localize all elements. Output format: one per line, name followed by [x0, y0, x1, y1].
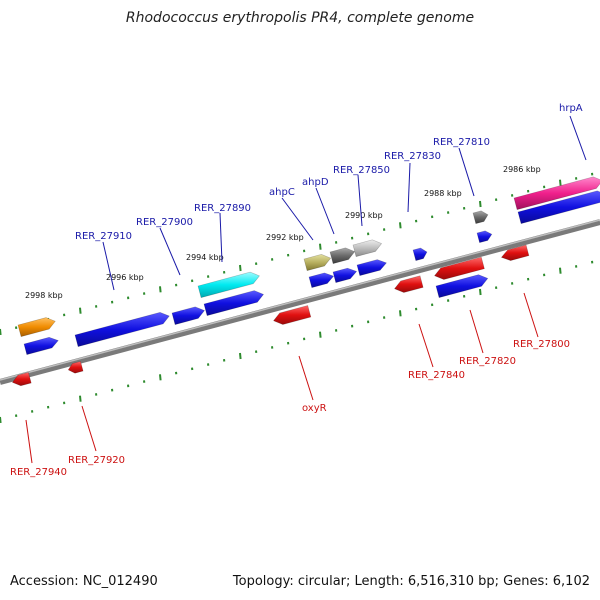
gene-arrow[interactable] [356, 259, 387, 276]
gene-arrow[interactable] [171, 306, 205, 325]
gene-arrow[interactable] [472, 210, 489, 224]
topology-text: Topology: circular; Length: 6,516,310 bp… [232, 574, 590, 589]
scale-tick [319, 331, 322, 338]
gene-label[interactable]: RER_27940 [10, 467, 67, 478]
scale-tick [399, 310, 402, 317]
scale-tick [319, 243, 322, 250]
reverse-leaders [25, 292, 539, 464]
gene-label[interactable]: RER_27830 [384, 151, 441, 162]
gene-arrow[interactable] [67, 361, 84, 374]
scale-tick [159, 374, 162, 381]
gene-label[interactable]: hrpA [559, 103, 583, 114]
gene-arrow[interactable] [273, 305, 312, 325]
gene-label[interactable]: ahpD [302, 177, 329, 188]
gene-label[interactable]: RER_27820 [459, 356, 516, 367]
gene-label[interactable]: RER_27800 [513, 339, 570, 350]
scale-tick [479, 200, 482, 208]
scale-tick [559, 267, 562, 274]
scale-label: 2990 kbp [345, 211, 383, 220]
gene-arrow[interactable] [412, 247, 428, 261]
gene-arrow[interactable] [332, 267, 358, 283]
gene-label[interactable]: RER_27900 [136, 217, 193, 228]
gene-arrow[interactable] [352, 239, 383, 257]
gene-arrow[interactable] [500, 244, 530, 261]
gene-arrow[interactable] [513, 176, 600, 210]
gene-arrow[interactable] [23, 336, 59, 355]
scale-label: 2998 kbp [25, 291, 63, 300]
gene-arrow[interactable] [476, 230, 493, 244]
forward-leaders [102, 115, 587, 291]
genome-backbone [0, 219, 600, 385]
gene-label[interactable]: RER_27920 [68, 455, 125, 466]
gene-arrow[interactable] [303, 254, 332, 271]
gene-label[interactable]: RER_27840 [408, 370, 465, 381]
scale-tick [399, 222, 402, 229]
gene-arrow[interactable] [435, 274, 489, 298]
genome-backbone-highlight [0, 219, 600, 381]
gene-arrow[interactable] [74, 312, 170, 347]
scale-tick [559, 179, 562, 186]
scale-tick [479, 288, 482, 296]
scale-tick [0, 328, 2, 336]
gene-arrow[interactable] [11, 371, 32, 387]
scale-tick [239, 264, 242, 272]
scale-label: 2988 kbp [424, 189, 462, 198]
gene-arrow[interactable] [197, 271, 260, 298]
gene-label[interactable]: ahpC [269, 187, 295, 198]
accession-text: Accession: NC_012490 [10, 574, 158, 589]
gene-arrow[interactable] [203, 290, 265, 316]
scale-tick [0, 416, 2, 424]
gene-label[interactable]: RER_27890 [194, 203, 251, 214]
scale-label: 2986 kbp [503, 165, 541, 174]
reverse-tick-row [0, 260, 594, 424]
map-title: Rhodococcus erythropolis PR4, complete g… [125, 10, 475, 26]
forward-tick-row [0, 172, 594, 336]
scale-tick [239, 352, 242, 360]
gene-label[interactable]: RER_27810 [433, 137, 490, 148]
scale-label: 2996 kbp [106, 273, 144, 282]
gene-arrow[interactable] [17, 317, 56, 337]
scale-tick [79, 307, 82, 314]
gene-label[interactable]: oxyR [302, 403, 327, 414]
gene-arrow[interactable] [394, 275, 424, 293]
scale-label: 2992 kbp [266, 233, 304, 242]
gene-arrow[interactable] [329, 247, 356, 264]
gene-arrow[interactable] [308, 272, 335, 288]
gene-label[interactable]: RER_27850 [333, 165, 390, 176]
scale-tick [79, 395, 82, 402]
gene-arrow[interactable] [434, 256, 485, 280]
gene-arrow[interactable] [517, 190, 600, 224]
scale-label: 2994 kbp [186, 253, 224, 262]
gene-label[interactable]: RER_27910 [75, 231, 132, 242]
scale-tick [159, 286, 162, 293]
